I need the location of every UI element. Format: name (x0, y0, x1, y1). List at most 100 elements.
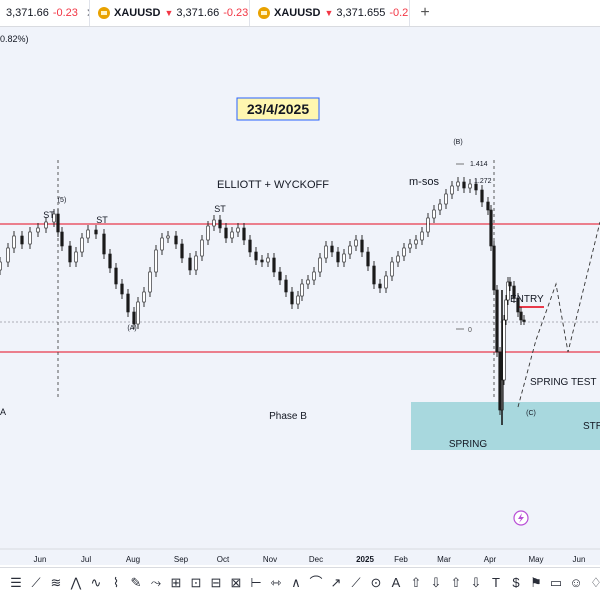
b-wave-label: (B) (453, 139, 462, 146)
symbol-tab-3[interactable]: XAUUSD ▼ 3,371.655 -0.2 ✕ (250, 0, 410, 26)
gold-icon (98, 7, 110, 19)
candle-body (348, 245, 352, 255)
candle-body (166, 235, 170, 239)
left-edge-label: A (0, 407, 6, 417)
candle-body (502, 319, 506, 381)
time-axis-label: Feb (394, 555, 408, 564)
candle-body (102, 233, 106, 255)
candle-body (450, 185, 454, 195)
arrow-icon[interactable]: ⟋ (351, 575, 361, 590)
flag-icon[interactable]: ⚑ (530, 575, 542, 590)
short-position-icon[interactable]: ⊟ (210, 575, 222, 590)
candle-body (504, 299, 508, 321)
candle-body (342, 253, 346, 263)
menu-icon[interactable]: ☰ (10, 575, 22, 590)
candle-body (516, 297, 520, 313)
candle-body (60, 231, 64, 247)
pattern-icon[interactable]: ⋀ (70, 575, 82, 590)
line-tool-icon[interactable]: ⊙ (370, 575, 382, 590)
callout-icon[interactable]: ▭ (549, 575, 563, 590)
arrow-down-icon[interactable]: ⇩ (470, 575, 482, 590)
time-axis-label: Apr (484, 555, 497, 564)
candle-body (438, 203, 442, 211)
candle-body (80, 237, 84, 253)
price-candles (0, 177, 526, 425)
time-axis-label: Nov (263, 555, 277, 564)
candle-body (408, 243, 412, 249)
ruler-icon[interactable]: ⊞ (170, 575, 182, 590)
down-arrow-icon: ▼ (164, 8, 174, 18)
candle-body (6, 247, 10, 263)
emoji-icon[interactable]: ☺ (569, 575, 583, 590)
candle-body (354, 239, 358, 247)
candle-body (36, 227, 40, 233)
candle-body (0, 261, 2, 271)
candle-body (212, 219, 216, 227)
candle-body (378, 283, 382, 289)
candle-body (236, 227, 240, 233)
triangle-icon[interactable]: ⇩ (430, 575, 442, 590)
header-fragment: 0.82%) (0, 34, 29, 44)
symbol-tab-1[interactable]: 3,371.66 -0.23 ✕ (0, 0, 90, 26)
down-arrow-icon: ▼ (324, 8, 334, 18)
symbol-tab-bar: 3,371.66 -0.23 ✕ XAUUSD ▼ 3,371.66 -0.23… (0, 0, 600, 27)
tab-3-symbol: XAUUSD (274, 7, 321, 19)
elliott-icon[interactable]: ⇧ (410, 575, 422, 590)
candle-body (290, 291, 294, 305)
paint-icon[interactable]: ♢ (590, 575, 600, 590)
path-icon[interactable]: ⤳ (150, 575, 162, 590)
spring-test-label: SPRING TEST (530, 377, 597, 388)
phase-b-label: Phase B (269, 411, 307, 422)
time-axis[interactable]: Jun Jul Aug Sep Oct Nov Dec 2025 Feb Mar Apr May Jun (34, 555, 586, 564)
anchored-vwap-icon[interactable]: ⊢ (250, 575, 262, 590)
chart-canvas[interactable]: 23/4/2025 ELLIOTT + WYCKOFF m-sos (B) 1.… (0, 0, 600, 567)
candle-body (480, 189, 484, 203)
candle-body (74, 251, 78, 263)
drawing-toolbar: ☰ ⟋ ≋ ⋀ ∿ ⌇ ✎ ⤳ ⊞ ⊡ ⊟ ⊠ ⊢ ⇿ ∧ ⌒ ↗ ⟋ ⊙ A ⇧ ⇩ ⇧ ⇩ T $ ⚑ ▭ ☺ ♢ (0, 567, 600, 601)
price-label-icon[interactable]: $ (512, 575, 520, 590)
add-tab-button[interactable]: + (420, 4, 430, 21)
price-range-icon[interactable]: ⇿ (270, 575, 282, 590)
bars-pattern-icon[interactable]: ∧ (291, 575, 301, 590)
date-range-icon[interactable]: ⊠ (230, 575, 242, 590)
candle-body (154, 249, 158, 273)
candle-body (330, 245, 334, 253)
long-position-icon[interactable]: ⊡ (190, 575, 202, 590)
date-box[interactable] (236, 97, 320, 121)
ghost-feed-icon[interactable]: ⌒ (309, 575, 323, 590)
st-label-1: ST (43, 210, 55, 220)
candle-body (218, 219, 222, 229)
text-icon[interactable]: T (492, 575, 500, 590)
tab-1-price: 3,371.66 (6, 7, 49, 19)
head-shoulders-icon[interactable]: A (391, 575, 401, 590)
five-wave-label: (5) (58, 197, 67, 204)
candle-body (284, 279, 288, 293)
spring-label: SPRING (449, 439, 488, 450)
symbol-tab-2[interactable]: XAUUSD ▼ 3,371.66 -0.23 ✕ (90, 0, 250, 26)
candle-body (254, 251, 258, 261)
brush-icon[interactable]: ✎ (130, 575, 142, 590)
candle-body (426, 217, 430, 233)
close-icon[interactable]: ✕ (86, 6, 89, 20)
trend-line-icon[interactable]: ⟋ (31, 575, 41, 590)
candle-body (508, 281, 512, 287)
candle-body (420, 231, 424, 241)
arrow-up-icon[interactable]: ⇧ (450, 575, 462, 590)
projection-path[interactable] (517, 221, 600, 408)
time-axis-label: Aug (126, 555, 140, 564)
time-axis-label: Jun (34, 555, 47, 564)
candle-body (194, 255, 198, 271)
candle-body (444, 193, 448, 205)
fib-icon[interactable]: ≋ (50, 575, 62, 590)
candle-body (300, 283, 304, 297)
tab-1-change: -0.23 (52, 7, 78, 19)
time-axis-label: May (528, 555, 543, 564)
wave-icon[interactable]: ∿ (90, 575, 102, 590)
candle-body (414, 239, 418, 245)
time-axis-label: Mar (437, 555, 451, 564)
candle-body (489, 209, 493, 247)
candle-body (402, 247, 406, 257)
projection-icon[interactable]: ⌇ (112, 575, 120, 590)
curve-icon[interactable]: ↗ (330, 575, 342, 590)
candle-body (108, 253, 112, 269)
